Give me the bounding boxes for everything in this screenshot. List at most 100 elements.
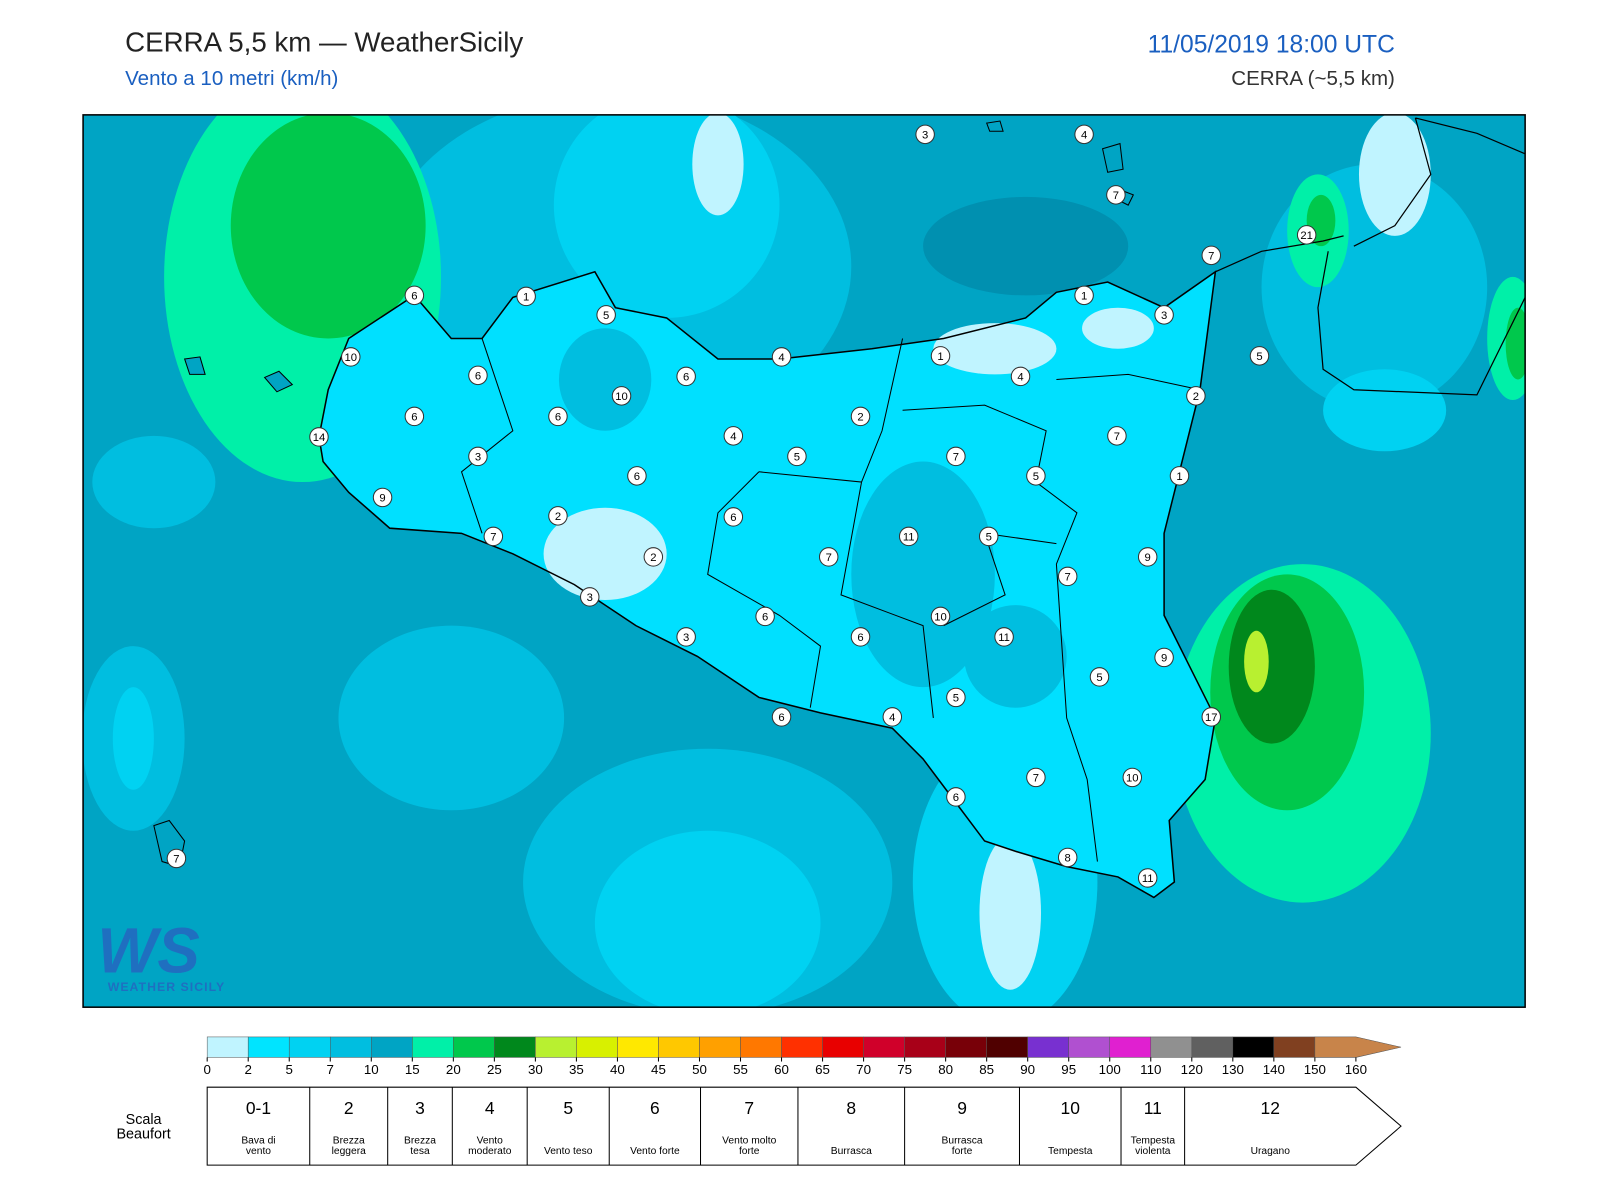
colorbar-segment bbox=[822, 1036, 864, 1058]
beaufort-force: 6 bbox=[650, 1098, 660, 1118]
station-marker bbox=[1154, 647, 1174, 668]
station-marker bbox=[850, 406, 871, 427]
colorbar-tick-label: 85 bbox=[979, 1062, 994, 1077]
station-value: 3 bbox=[1161, 310, 1167, 322]
station-value: 10 bbox=[345, 352, 358, 364]
station-marker bbox=[1057, 847, 1078, 868]
beaufort-label: Vento molto forte bbox=[722, 1135, 777, 1157]
station-marker bbox=[372, 487, 393, 508]
station-value: 6 bbox=[857, 632, 863, 644]
station-value: 9 bbox=[1161, 653, 1167, 665]
station-value: 2 bbox=[650, 552, 656, 564]
station-marker bbox=[1074, 124, 1094, 145]
station-marker bbox=[915, 124, 935, 145]
colorbar-segment bbox=[535, 1036, 577, 1058]
station-marker bbox=[1137, 547, 1158, 567]
station-value: 5 bbox=[1096, 672, 1102, 684]
station-marker bbox=[978, 526, 999, 547]
station-marker bbox=[1201, 245, 1222, 266]
colorbar-segment bbox=[371, 1036, 413, 1058]
station-marker bbox=[516, 286, 536, 307]
station-value: 4 bbox=[889, 712, 895, 724]
title: CERRA 5,5 km — WeatherSicily bbox=[125, 26, 524, 58]
station-marker bbox=[946, 446, 966, 467]
station-value: 7 bbox=[1113, 190, 1119, 202]
colorbar-segment bbox=[863, 1036, 905, 1058]
beaufort-force: 0-1 bbox=[245, 1098, 272, 1118]
colorbar-tick-label: 50 bbox=[692, 1062, 707, 1077]
station-value: 9 bbox=[379, 493, 385, 505]
beaufort-label: Tempesta bbox=[1048, 1145, 1093, 1157]
colorbar-tick-label: 10 bbox=[364, 1062, 379, 1077]
station-marker bbox=[1186, 386, 1206, 406]
station-marker bbox=[1026, 767, 1046, 788]
colorbar-segment bbox=[494, 1036, 536, 1058]
logo-name: Weather Sicily bbox=[108, 980, 226, 994]
colorbar-tick-label: 90 bbox=[1020, 1062, 1035, 1077]
colorbar-segment bbox=[986, 1036, 1028, 1058]
station-value: 6 bbox=[683, 372, 689, 384]
datetime: 11/05/2019 18:00 UTC bbox=[1147, 30, 1395, 59]
station-value: 7 bbox=[1033, 773, 1039, 785]
colorbar-segment bbox=[412, 1036, 454, 1058]
station-value: 7 bbox=[1208, 250, 1214, 262]
beaufort-label: Tempesta violenta bbox=[1130, 1135, 1176, 1157]
colorbar-segment bbox=[576, 1036, 618, 1058]
model: CERRA (~5,5 km) bbox=[1231, 67, 1395, 91]
station-marker bbox=[1122, 767, 1143, 788]
beaufort-force: 12 bbox=[1260, 1098, 1280, 1118]
colorbar-tick-label: 0 bbox=[203, 1062, 210, 1077]
colorbar-segment bbox=[945, 1036, 987, 1058]
station-value: 11 bbox=[1142, 873, 1154, 885]
station-marker bbox=[771, 347, 792, 367]
station-value: 10 bbox=[1126, 773, 1139, 785]
station-marker bbox=[787, 446, 807, 467]
station-value: 6 bbox=[411, 412, 417, 424]
station-value: 4 bbox=[730, 431, 736, 443]
colorbar-tick-label: 100 bbox=[1099, 1062, 1121, 1077]
station-marker bbox=[676, 366, 696, 387]
station-marker bbox=[818, 547, 839, 567]
station-value: 17 bbox=[1205, 712, 1218, 724]
station-value: 11 bbox=[998, 632, 1010, 644]
colorbar-segment bbox=[658, 1036, 700, 1058]
station-marker bbox=[882, 707, 903, 727]
station-value: 21 bbox=[1300, 230, 1313, 242]
station-value: 2 bbox=[857, 412, 863, 424]
station-value: 3 bbox=[587, 592, 593, 604]
logo-mark: WS bbox=[97, 915, 199, 986]
colorbar-segment bbox=[740, 1036, 782, 1058]
station-marker bbox=[1057, 566, 1078, 587]
colorbar-tick-label: 5 bbox=[286, 1062, 293, 1077]
colorbar-segment bbox=[1068, 1036, 1110, 1058]
colorbar-tick-label: 55 bbox=[733, 1062, 748, 1077]
station-marker bbox=[548, 506, 568, 526]
beaufort-label: Vento teso bbox=[543, 1145, 593, 1157]
station-value: 10 bbox=[934, 612, 947, 624]
colorbar-tick-label: 70 bbox=[856, 1062, 871, 1077]
station-value: 6 bbox=[555, 412, 561, 424]
station-value: 5 bbox=[603, 310, 609, 322]
station-marker bbox=[341, 347, 361, 367]
station-marker bbox=[579, 587, 600, 607]
colorbar-tick-label: 60 bbox=[774, 1062, 789, 1077]
station-value: 1 bbox=[523, 292, 529, 304]
beaufort-label: Burrasca forte bbox=[941, 1135, 983, 1157]
station-value: 4 bbox=[1017, 372, 1023, 384]
station-value: 7 bbox=[1114, 431, 1120, 443]
beaufort-force: 5 bbox=[563, 1098, 574, 1118]
station-marker bbox=[1154, 305, 1174, 325]
beaufort-scale bbox=[206, 1086, 1402, 1166]
station-marker bbox=[946, 787, 966, 807]
beaufort-force: 3 bbox=[415, 1098, 425, 1118]
colorbar-tick-label: 160 bbox=[1345, 1062, 1367, 1077]
station-marker bbox=[1201, 707, 1222, 727]
station-marker bbox=[309, 427, 329, 447]
station-marker bbox=[1137, 868, 1158, 888]
beaufort-force: 10 bbox=[1060, 1098, 1080, 1118]
station-marker bbox=[483, 526, 504, 547]
colorbar-segment bbox=[699, 1036, 741, 1058]
station-marker bbox=[676, 627, 696, 647]
subtitle: Vento a 10 metri (km/h) bbox=[125, 67, 339, 91]
